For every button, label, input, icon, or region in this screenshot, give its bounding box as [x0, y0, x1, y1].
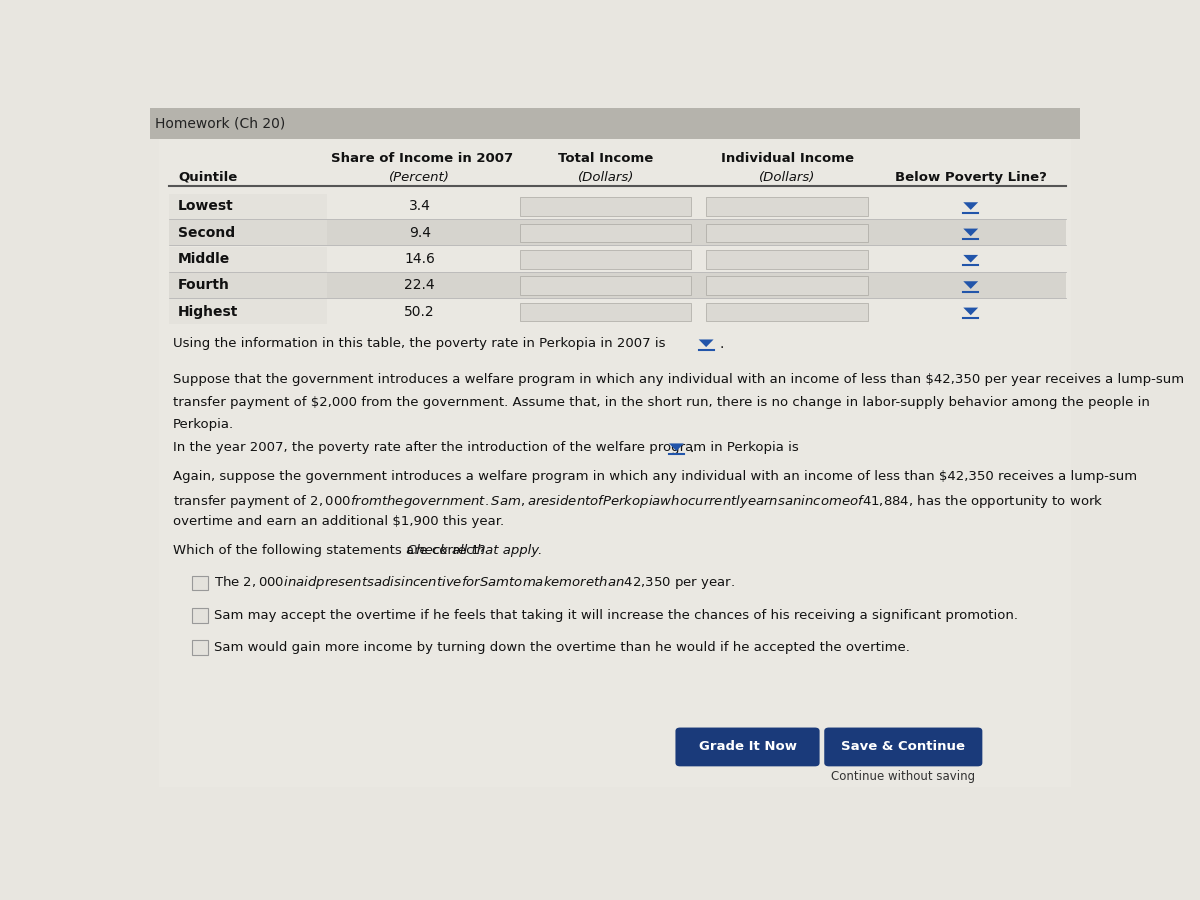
FancyBboxPatch shape: [192, 576, 208, 590]
FancyBboxPatch shape: [676, 727, 820, 767]
Polygon shape: [964, 281, 978, 289]
Text: 50.2: 50.2: [404, 305, 436, 319]
Text: overtime and earn an additional $1,900 this year.: overtime and earn an additional $1,900 t…: [173, 516, 504, 528]
Text: .: .: [690, 441, 694, 454]
Text: 3.4: 3.4: [409, 200, 431, 213]
FancyBboxPatch shape: [520, 197, 691, 216]
Text: Below Poverty Line?: Below Poverty Line?: [895, 171, 1046, 184]
Text: Second: Second: [178, 226, 235, 239]
FancyBboxPatch shape: [168, 194, 326, 219]
Text: Sam may accept the overtime if he feels that taking it will increase the chances: Sam may accept the overtime if he feels …: [214, 608, 1018, 622]
FancyBboxPatch shape: [150, 108, 1080, 801]
FancyBboxPatch shape: [168, 220, 326, 245]
FancyBboxPatch shape: [192, 608, 208, 623]
Text: Quintile: Quintile: [178, 171, 238, 184]
Text: Perkopia.: Perkopia.: [173, 418, 234, 431]
FancyBboxPatch shape: [706, 197, 868, 216]
FancyBboxPatch shape: [326, 273, 1066, 298]
Polygon shape: [698, 339, 714, 347]
FancyBboxPatch shape: [706, 250, 868, 269]
Text: (Percent): (Percent): [389, 171, 450, 184]
FancyBboxPatch shape: [326, 220, 1066, 245]
FancyBboxPatch shape: [706, 302, 868, 321]
Text: In the year 2007, the poverty rate after the introduction of the welfare program: In the year 2007, the poverty rate after…: [173, 441, 799, 454]
Text: transfer payment of $2,000 from the government. Assume that, in the short run, t: transfer payment of $2,000 from the gove…: [173, 396, 1150, 409]
Text: transfer payment of $2,000 from the government. Sam, a resident of Perkopia who : transfer payment of $2,000 from the gove…: [173, 492, 1104, 509]
Text: Check all that apply.: Check all that apply.: [407, 544, 542, 556]
FancyBboxPatch shape: [520, 224, 691, 242]
Polygon shape: [668, 444, 684, 451]
Text: 22.4: 22.4: [404, 278, 436, 293]
Text: Save & Continue: Save & Continue: [841, 741, 965, 753]
Text: Homework (Ch 20): Homework (Ch 20): [155, 117, 284, 130]
FancyBboxPatch shape: [706, 276, 868, 295]
FancyBboxPatch shape: [520, 276, 691, 295]
Text: Continue without saving: Continue without saving: [832, 770, 976, 783]
Text: Total Income: Total Income: [558, 152, 653, 165]
FancyBboxPatch shape: [192, 640, 208, 655]
FancyBboxPatch shape: [520, 302, 691, 321]
FancyBboxPatch shape: [150, 108, 1080, 140]
FancyBboxPatch shape: [160, 140, 1070, 788]
Text: The $2,000 in aid presents a disincentive for Sam to make more than $42,350 per : The $2,000 in aid presents a disincentiv…: [214, 574, 734, 591]
Text: Share of Income in 2007: Share of Income in 2007: [331, 152, 514, 165]
Text: Using the information in this table, the poverty rate in Perkopia in 2007 is: Using the information in this table, the…: [173, 338, 666, 350]
Polygon shape: [964, 202, 978, 210]
Text: Sam would gain more income by turning down the overtime than he would if he acce: Sam would gain more income by turning do…: [214, 641, 910, 653]
Text: Middle: Middle: [178, 252, 230, 266]
Polygon shape: [964, 308, 978, 315]
FancyBboxPatch shape: [326, 300, 1066, 324]
Text: (Dollars): (Dollars): [577, 171, 634, 184]
Text: Lowest: Lowest: [178, 200, 234, 213]
FancyBboxPatch shape: [520, 250, 691, 269]
Text: Fourth: Fourth: [178, 278, 229, 293]
FancyBboxPatch shape: [706, 224, 868, 242]
FancyBboxPatch shape: [326, 247, 1066, 272]
Text: Individual Income: Individual Income: [720, 152, 853, 165]
Text: (Dollars): (Dollars): [758, 171, 815, 184]
FancyBboxPatch shape: [824, 727, 983, 767]
Text: Which of the following statements are correct?: Which of the following statements are co…: [173, 544, 490, 556]
Text: 9.4: 9.4: [409, 226, 431, 239]
Text: Grade It Now: Grade It Now: [698, 741, 797, 753]
FancyBboxPatch shape: [326, 194, 1066, 219]
FancyBboxPatch shape: [168, 247, 326, 272]
Polygon shape: [964, 229, 978, 236]
Text: .: .: [719, 337, 724, 351]
Text: Again, suppose the government introduces a welfare program in which any individu: Again, suppose the government introduces…: [173, 470, 1138, 482]
FancyBboxPatch shape: [168, 300, 326, 324]
Text: 14.6: 14.6: [404, 252, 436, 266]
FancyBboxPatch shape: [168, 273, 326, 298]
Text: Suppose that the government introduces a welfare program in which any individual: Suppose that the government introduces a…: [173, 373, 1184, 386]
Polygon shape: [964, 255, 978, 263]
Text: Highest: Highest: [178, 305, 239, 319]
